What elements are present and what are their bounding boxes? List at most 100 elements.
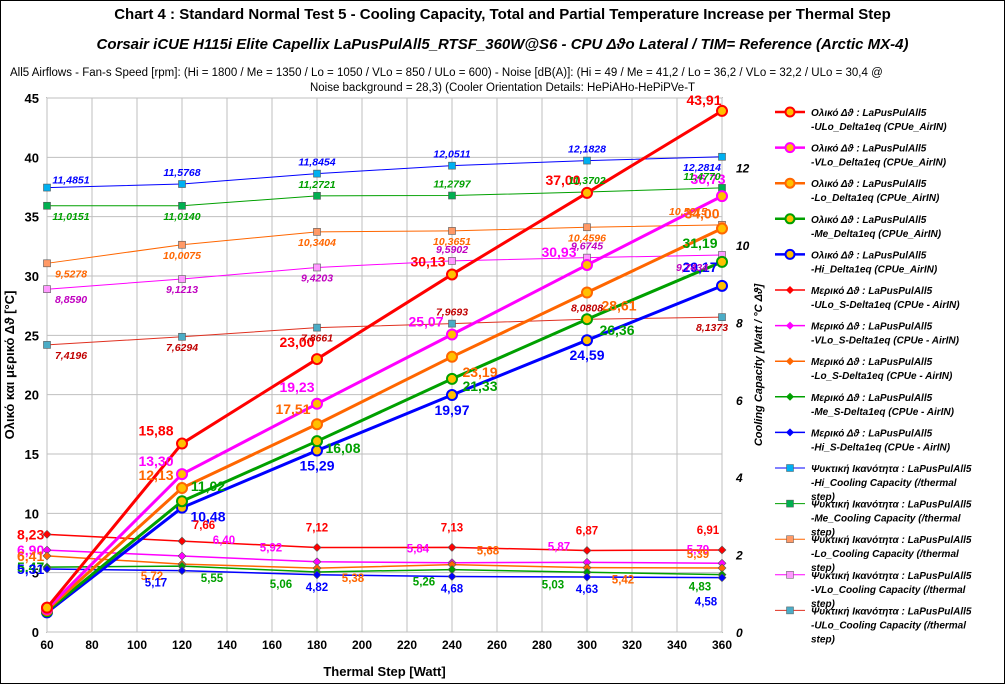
legend-marker — [786, 464, 794, 472]
series-line — [46, 284, 723, 614]
x-tick-label: 100 — [127, 638, 147, 652]
legend-entry: Μερικό Δϑ : LaPusPulAll5 -ULo_S-Delta1eq … — [775, 286, 960, 311]
legend-entry: Ολικό Δϑ : LaPusPulAll5 -VLo_Delta1eq (CP… — [775, 142, 947, 169]
data-label: 9,5278 — [55, 268, 87, 280]
legend-label: Μερικό Δϑ : LaPusPulAll5 — [811, 357, 933, 368]
legend-label: -Me_Cooling Capacity (/thermal — [811, 514, 961, 525]
data-label: 11,2721 — [298, 179, 335, 191]
data-label: 11,0140 — [163, 211, 200, 223]
chart-subtitle: Corsair iCUE H115i Elite Capellix LaPusP… — [96, 36, 909, 53]
data-point — [42, 529, 52, 539]
data-point — [581, 334, 593, 347]
data-point — [581, 258, 593, 271]
series-line — [46, 533, 723, 552]
data-label: 11,2797 — [433, 179, 471, 191]
legend-label: Ολικό Δϑ : LaPusPulAll5 — [811, 108, 927, 119]
series-line — [45, 227, 723, 612]
data-point — [311, 418, 323, 431]
legend-label: Ολικό Δϑ : LaPusPulAll5 — [811, 250, 927, 261]
x-tick-label: 320 — [622, 638, 642, 652]
legend-label: -VLo_Delta1eq (CPUe_AirIN) — [811, 158, 947, 169]
y-tick-label-right: 10 — [736, 239, 750, 253]
legend: Ολικό Δϑ : LaPusPulAll5 -ULo_Delta1eq (CP… — [775, 106, 972, 645]
data-label: 10,48 — [190, 509, 225, 525]
series-line — [46, 187, 723, 207]
data-point — [446, 350, 458, 363]
data-point — [716, 190, 728, 203]
data-point — [718, 313, 726, 321]
data-point — [176, 468, 188, 481]
data-label: 9,5902 — [436, 244, 468, 256]
data-point — [178, 180, 186, 188]
data-point — [717, 573, 727, 583]
plot-area — [46, 97, 723, 633]
data-label: 11,4851 — [52, 175, 89, 187]
data-label: 23,19 — [462, 364, 497, 380]
x-tick-label: 180 — [307, 638, 327, 652]
legend-marker — [786, 499, 794, 508]
data-point — [42, 564, 52, 574]
series-line — [45, 194, 723, 610]
data-label: 4,82 — [306, 582, 328, 594]
data-point — [717, 545, 727, 555]
legend-marker — [786, 321, 794, 330]
data-point — [448, 227, 456, 235]
legend-label: Ψυκτική Ικανότητα : LaPusPulAll5 — [811, 500, 972, 511]
series-line — [46, 565, 723, 576]
data-label: 5,87 — [548, 541, 570, 553]
data-point — [448, 191, 456, 200]
data-label: 17,51 — [275, 401, 310, 417]
data-label: 7,6294 — [166, 342, 198, 354]
data-point — [177, 536, 187, 546]
data-label: 6,40 — [213, 535, 235, 547]
data-point — [313, 228, 321, 236]
x-tick-label: 160 — [262, 638, 282, 652]
legend-label: -Lo_S-Delta1eq (CPUe - AirIN) — [811, 371, 953, 382]
legend-label: Μερικό Δϑ : LaPusPulAll5 — [811, 322, 933, 333]
x-tick-label: 280 — [532, 638, 552, 652]
data-label: 4,58 — [695, 597, 718, 609]
legend-label: -Me_S-Delta1eq (CPUe - AirIN) — [811, 407, 955, 418]
data-label: 36,73 — [690, 171, 725, 187]
data-point — [581, 186, 593, 199]
data-point — [178, 202, 186, 210]
legend-label: -Hi_Delta1eq (CPUe_AirIN) — [811, 264, 938, 275]
legend-entry: Ψυκτική Ικανότητα : LaPusPulAll5 -Me_Cool… — [775, 500, 972, 539]
data-point — [446, 372, 458, 385]
data-point — [178, 332, 186, 341]
data-point — [176, 495, 188, 508]
data-point — [178, 240, 186, 249]
data-label: 30,13 — [410, 253, 445, 269]
data-label: 43,91 — [686, 92, 721, 108]
data-point — [447, 572, 457, 581]
y-tick-label-left: 5 — [32, 566, 39, 581]
legend-entry: Ολικό Δϑ : LaPusPulAll5 -Hi_Delta1eq (CPU… — [775, 248, 938, 275]
data-label: 4,83 — [689, 582, 711, 594]
data-label: 15,88 — [138, 423, 173, 439]
series-line — [46, 568, 723, 579]
y-tick-label-left: 30 — [25, 269, 39, 284]
x-tick-label: 360 — [712, 638, 732, 652]
legend-label: -VLo_Cooling Capacity (/thermal — [811, 585, 966, 596]
data-label: 5,79 — [687, 544, 709, 556]
data-label: 10,3651 — [433, 236, 471, 248]
series-line — [46, 316, 723, 346]
series-line — [46, 224, 723, 264]
data-point — [313, 169, 321, 178]
data-point — [43, 201, 51, 210]
data-label: 5,03 — [542, 579, 564, 591]
data-label: 6,87 — [576, 525, 598, 537]
data-label: 7,13 — [441, 522, 463, 534]
y-tick-label-left: 15 — [25, 447, 39, 462]
legend-label: step) — [811, 492, 836, 503]
data-label: 5,72 — [141, 571, 163, 583]
data-point — [581, 313, 593, 326]
y-tick-label-right: 6 — [736, 394, 743, 408]
data-point — [43, 259, 51, 268]
x-tick-label: 200 — [352, 638, 372, 652]
data-label: 9,7434 — [676, 262, 708, 274]
data-label: 13,30 — [138, 453, 173, 469]
y-axis-label-right: Cooling Capacity [Watt / °C Δϑ] — [753, 284, 765, 447]
data-label: 11,0151 — [52, 211, 89, 223]
series-line — [46, 555, 723, 569]
